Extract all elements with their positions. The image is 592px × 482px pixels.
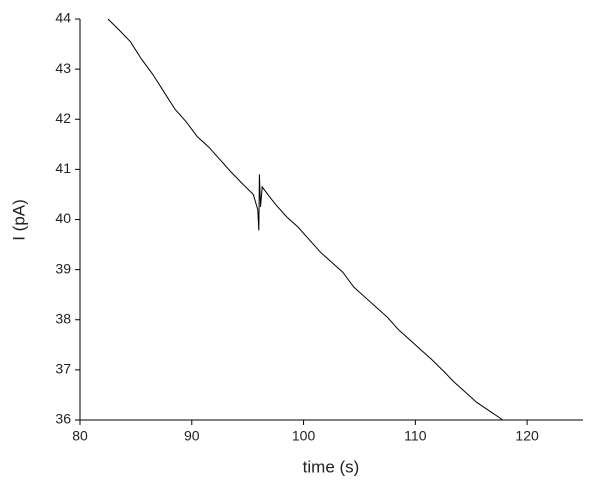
y-tick-label: 38	[55, 310, 71, 326]
y-tick-label: 42	[55, 110, 71, 126]
y-tick-label: 41	[55, 160, 71, 176]
x-tick-label: 80	[72, 428, 88, 444]
x-tick-label: 120	[515, 428, 539, 444]
y-tick-label: 44	[55, 10, 71, 26]
x-tick-label: 90	[184, 428, 200, 444]
y-tick-label: 43	[55, 60, 71, 76]
x-axis-title: time (s)	[303, 457, 360, 476]
x-tick-label: 100	[292, 428, 316, 444]
y-tick-label: 37	[55, 361, 71, 377]
y-tick-label: 39	[55, 260, 71, 276]
data-line	[107, 18, 503, 421]
y-axis-title: I (pA)	[9, 199, 28, 241]
x-tick-label: 110	[404, 428, 427, 444]
y-tick-label: 40	[55, 210, 71, 226]
y-tick-label: 36	[55, 411, 71, 427]
